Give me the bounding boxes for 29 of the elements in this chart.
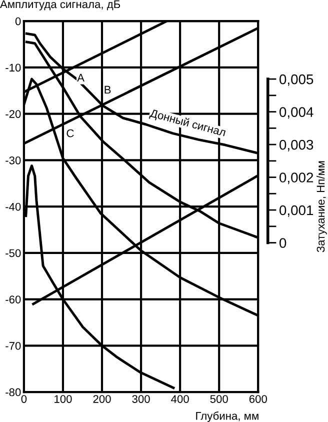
y-tick-label: -20 — [6, 110, 21, 118]
y-tick-label: -30 — [6, 156, 21, 164]
y2-tick-label: 0,005 — [280, 74, 314, 86]
x-tick-label: 100 — [54, 395, 72, 403]
x-tick-label: 200 — [93, 395, 111, 403]
x-tick-label: 400 — [171, 395, 189, 403]
y2-tick-label: 0,001 — [280, 205, 314, 217]
y-tick-label: -70 — [6, 342, 21, 350]
y-tick-label: -10 — [6, 64, 21, 72]
x-tick-label: 0 — [21, 395, 27, 403]
y-tick-label: 0 — [15, 17, 21, 26]
y-tick-label: -60 — [6, 296, 21, 304]
annotation: B — [104, 86, 111, 94]
y2-tick-label: 0,004 — [280, 107, 314, 119]
annotation: A — [77, 74, 84, 82]
y-tick-label: -40 — [6, 202, 21, 211]
x-tick-label: 500 — [210, 395, 228, 403]
y-tick-label: -50 — [6, 249, 21, 258]
y2-axis-title: Затухание, Нп/мм — [316, 161, 327, 252]
annotation: C — [66, 129, 74, 138]
y2-tick-label: 0,002 — [280, 172, 314, 184]
x-tick-label: 600 — [249, 395, 267, 403]
annotation: Донный сигнал — [148, 108, 226, 138]
y2-tick-label: 0,003 — [280, 140, 314, 152]
y-axis-title: Амплитуда сигнала, дБ — [0, 0, 120, 10]
y2-tick-label: 0 — [280, 238, 286, 248]
x-axis-title: Глубина, мм — [196, 412, 258, 422]
x-tick-label: 300 — [132, 395, 150, 403]
y-tick-label: -80 — [6, 388, 21, 396]
